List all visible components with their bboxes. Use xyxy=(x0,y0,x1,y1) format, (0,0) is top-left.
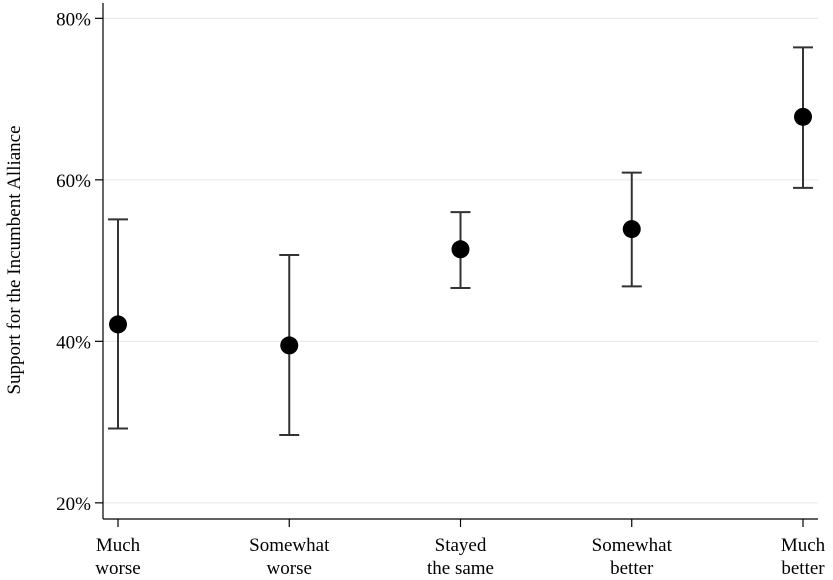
x-tick-label: Much worse xyxy=(95,535,140,579)
x-tick-label: Much better xyxy=(781,535,826,579)
point xyxy=(451,240,470,259)
y-tick-label: 60% xyxy=(56,171,91,192)
x-tick-label-line: better xyxy=(781,558,825,579)
y-axis-label: Support for the Incumbent Alliance xyxy=(4,125,25,394)
x-tick-label: Somewhat worse xyxy=(249,535,330,579)
point xyxy=(109,315,127,334)
x-tick-label-line: the same xyxy=(427,558,494,579)
x-tick-label-line: worse xyxy=(267,558,312,579)
point xyxy=(794,107,812,126)
x-tick-label-line: Stayed xyxy=(435,535,487,556)
x-tick-label-line: Much xyxy=(781,535,826,556)
point xyxy=(280,336,299,355)
x-tick-label-line: worse xyxy=(95,558,140,579)
x-tick-label: Somewhat better xyxy=(592,535,673,579)
x-tick-label: Stayed the same xyxy=(427,535,494,579)
y-tick-label: 80% xyxy=(56,9,91,30)
x-tick-label-line: Somewhat xyxy=(592,535,673,556)
x-tick-label-line: Somewhat xyxy=(249,535,330,556)
x-tick-label-line: better xyxy=(610,558,654,579)
y-tick-label: 40% xyxy=(56,332,91,353)
point xyxy=(622,220,641,239)
y-tick-label: 20% xyxy=(56,494,91,515)
x-tick-label-line: Much xyxy=(96,535,141,556)
